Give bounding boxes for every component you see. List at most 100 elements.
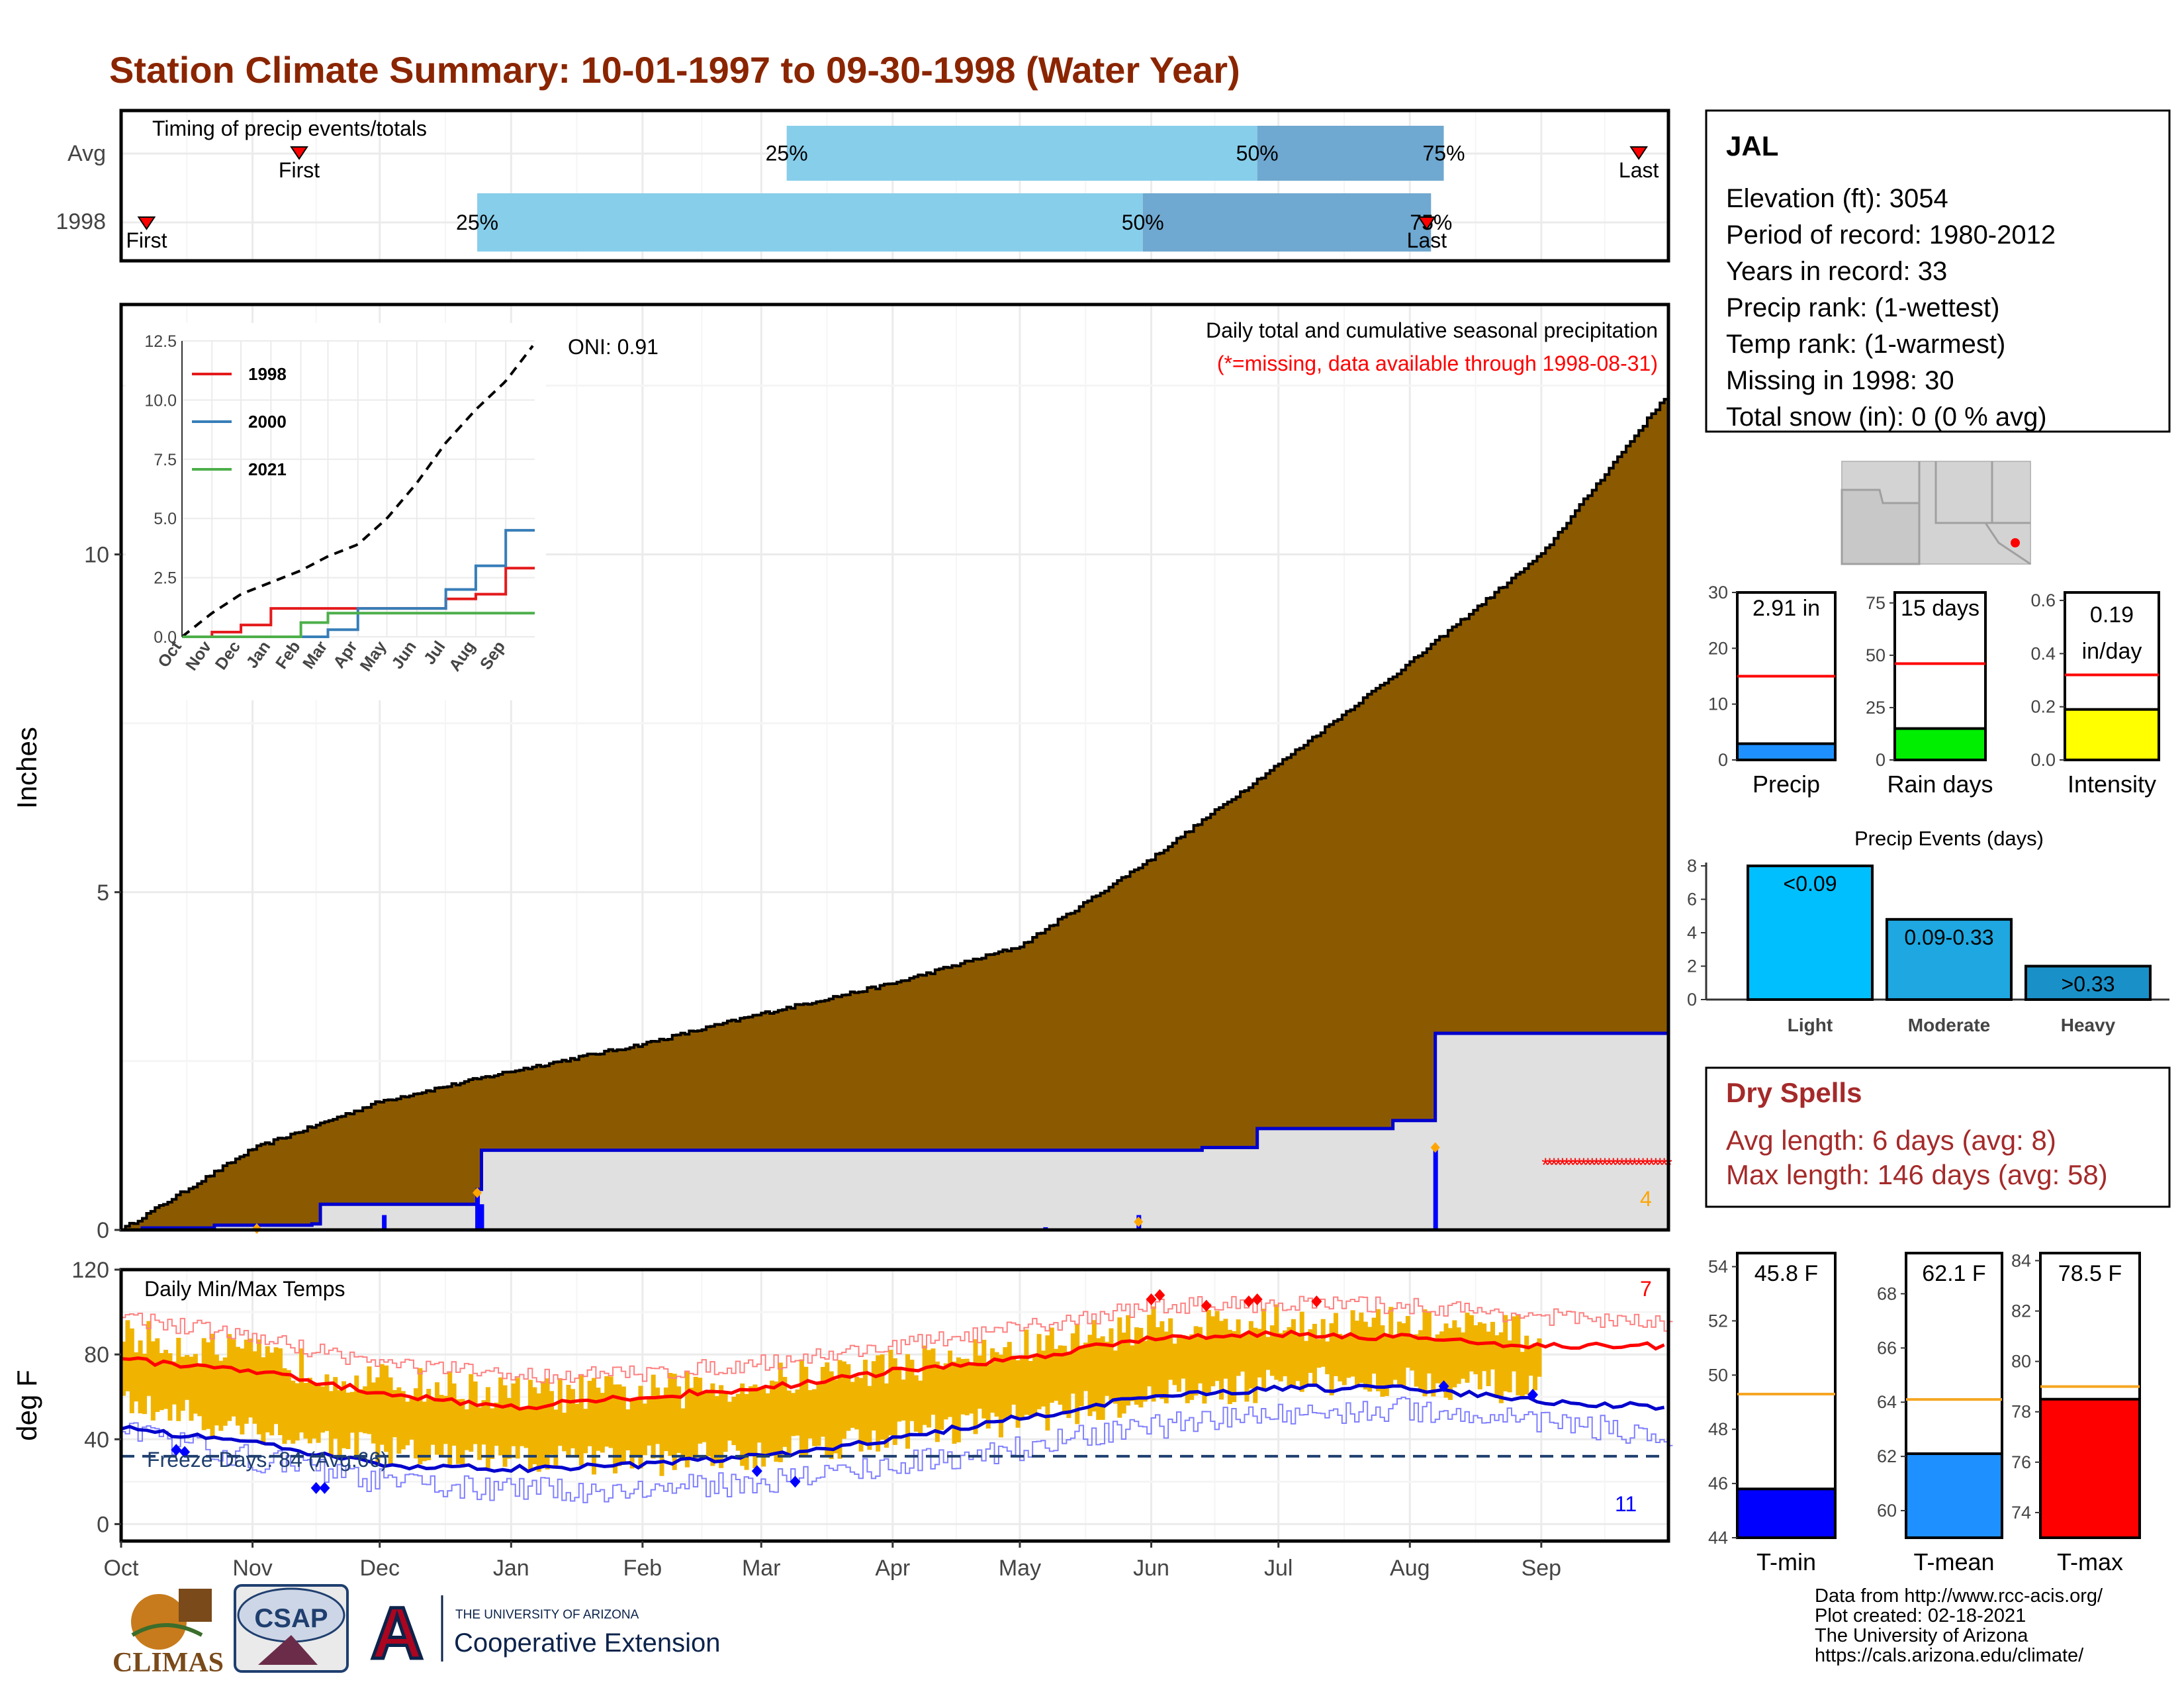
daily-temp-bar	[871, 1361, 876, 1431]
inset-legend-label: 1998	[248, 364, 287, 384]
daily-temp-bar	[854, 1376, 860, 1430]
daily-temp-bar	[913, 1375, 919, 1432]
daily-temp-bar	[698, 1378, 703, 1444]
page-title: Station Climate Summary: 10-01-1997 to 0…	[109, 49, 1240, 91]
inset-bg	[126, 323, 546, 700]
inset-y-tick-label: 12.5	[144, 332, 177, 351]
daily-temp-bar	[426, 1389, 432, 1460]
daily-temp-bar	[443, 1395, 448, 1444]
daily-temp-bar	[934, 1361, 940, 1442]
daily-temp-bar	[1181, 1335, 1186, 1379]
record-low-marker	[179, 1446, 191, 1458]
inset-y-tick-label: 2.5	[154, 569, 177, 588]
daily-temp-bar	[1316, 1338, 1322, 1368]
daily-temp-bar	[121, 1341, 126, 1396]
missing-day-marker: *	[1584, 1154, 1592, 1176]
daily-temp-bar	[1503, 1315, 1508, 1391]
daily-temp-bar	[689, 1387, 694, 1458]
record-low-line	[121, 1396, 1673, 1503]
daily-temp-bar	[634, 1399, 639, 1457]
daily-temp-bar	[782, 1376, 788, 1447]
temp-panel-frame	[119, 1268, 1670, 1543]
daily-temp-bar	[749, 1386, 754, 1454]
temp-bar-tick-label: 44	[1708, 1528, 1728, 1548]
daily-temp-bar	[1494, 1335, 1500, 1399]
daily-precip-bar	[382, 1215, 387, 1230]
daily-temp-bar	[1036, 1334, 1042, 1409]
temp-x-tick-label: Nov	[232, 1556, 272, 1581]
daily-temp-bar	[1079, 1347, 1084, 1407]
daily-temp-bar	[880, 1354, 885, 1440]
daily-temp-bar	[1257, 1329, 1262, 1378]
average-cumulative-precip-area	[121, 1031, 1670, 1232]
events-y-tick-label: 2	[1687, 957, 1697, 976]
daily-temp-bar	[422, 1401, 427, 1462]
daily-temp-bar	[710, 1383, 715, 1466]
first-event-label: First	[126, 228, 167, 252]
daily-temp-bar	[549, 1391, 554, 1455]
daily-temp-bar	[206, 1342, 211, 1429]
daily-temp-bar	[146, 1321, 152, 1396]
daily-temp-bar	[384, 1365, 389, 1452]
daily-temp-bar	[261, 1357, 266, 1445]
daily-temp-bars	[121, 1304, 1542, 1476]
freeze-days-label: Freeze Days: 84 (Avg:66)	[147, 1448, 388, 1472]
daily-temp-bar	[1516, 1315, 1521, 1395]
missing-day-marker: *	[1627, 1154, 1635, 1176]
daily-temp-bar	[1350, 1310, 1355, 1377]
station-detail-line: Missing in 1998: 30	[1726, 366, 1954, 395]
daily-temp-bar	[727, 1401, 732, 1441]
dry-spells-avg: Avg length: 6 days (avg: 8)	[1726, 1125, 2056, 1156]
daily-temp-bar	[1113, 1350, 1118, 1404]
daily-temp-bar	[295, 1383, 300, 1441]
daily-temp-bar	[481, 1400, 486, 1445]
station-detail-line: Temp rank: (1-warmest)	[1726, 330, 2005, 359]
precip-panel-subtitle: (*=missing, data available through 1998-…	[1217, 352, 1658, 375]
ua-small-text: THE UNIVERSITY OF ARIZONA	[455, 1608, 639, 1622]
mini-bar-value	[2064, 708, 2160, 761]
daily-temp-bar	[990, 1348, 995, 1413]
timing-pct-label: 25%	[766, 142, 808, 165]
temp-x-tick-label: Mar	[742, 1556, 781, 1581]
missing-day-marker: *	[1656, 1154, 1664, 1176]
daily-temp-bar	[1185, 1336, 1190, 1403]
daily-temp-bar	[1265, 1336, 1271, 1370]
mini-bar-label: Rain days	[1887, 771, 1993, 798]
daily-temp-bar	[1193, 1326, 1199, 1396]
daily-temp-bar	[367, 1366, 372, 1434]
daily-temp-bar	[1363, 1321, 1368, 1390]
daily-temp-bar	[862, 1360, 868, 1445]
daily-temp-bar	[812, 1389, 817, 1446]
daily-temp-bar	[1414, 1334, 1419, 1387]
temp-x-tick-label: Dec	[359, 1556, 399, 1581]
mini-bar-tick-label: 0	[1876, 750, 1886, 770]
timing-bar-25-50	[786, 126, 1257, 181]
temp-bar-tick-label: 54	[1708, 1256, 1728, 1276]
missing-day-marker: *	[1631, 1154, 1639, 1176]
daily-temp-bar	[333, 1377, 338, 1439]
temp-bar-tick-label: 80	[2011, 1352, 2031, 1372]
daily-temp-bar	[227, 1334, 232, 1421]
missing-day-marker: *	[1580, 1154, 1588, 1176]
daily-temp-bar	[1040, 1350, 1046, 1407]
daily-temp-bar	[846, 1364, 851, 1431]
temp-bar-tick-label: 52	[1708, 1311, 1728, 1331]
missing-day-marker: *	[1576, 1154, 1584, 1176]
daily-temp-bar	[328, 1391, 334, 1456]
daily-temp-bar	[829, 1371, 834, 1460]
daily-temp-bar	[731, 1396, 737, 1446]
daily-temp-bar	[613, 1384, 618, 1474]
daily-temp-bar	[744, 1393, 749, 1470]
daily-temp-bar	[1461, 1332, 1466, 1379]
temp-bar-label: T-mean	[1913, 1548, 1994, 1575]
record-high-marker	[1251, 1293, 1263, 1305]
station-detail-line: Elevation (ft): 3054	[1726, 184, 1948, 213]
daily-temp-bar	[324, 1374, 330, 1431]
daily-temp-bar	[1189, 1334, 1195, 1400]
daily-temp-bar	[1168, 1318, 1173, 1380]
events-bar	[2025, 964, 2152, 1002]
missing-day-marker: *	[1546, 1154, 1554, 1176]
missing-day-marker: *	[1592, 1154, 1600, 1176]
daily-temp-bar	[193, 1354, 198, 1414]
